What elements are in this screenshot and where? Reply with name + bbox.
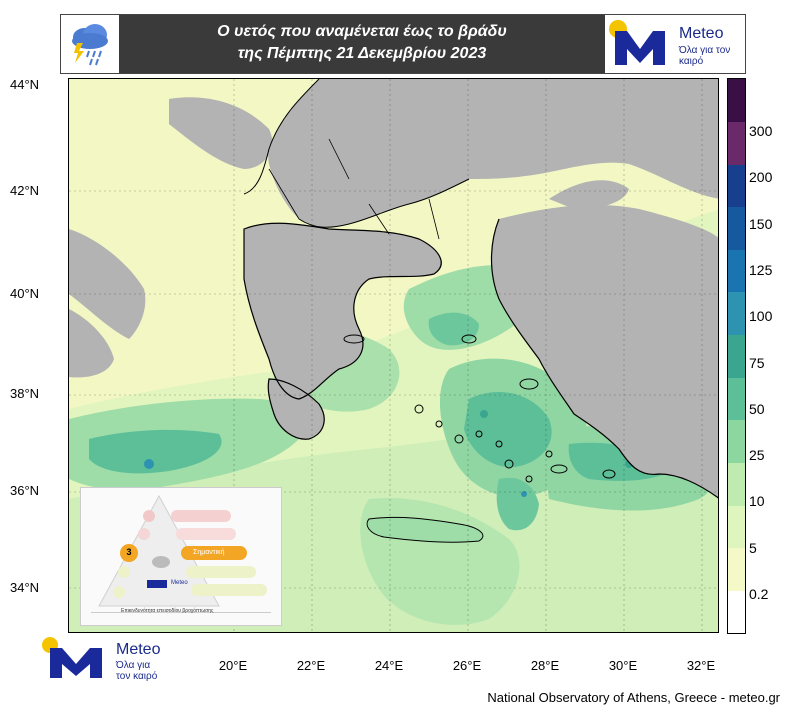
meteo-logo-top: Meteo Όλα για τον καιρό [607, 17, 745, 71]
colorbar-label-125: 125 [749, 262, 773, 278]
colorbar-segment [728, 249, 745, 293]
rain-cloud-lightning-icon [63, 17, 117, 71]
colorbar-label-50: 50 [749, 401, 765, 417]
risk-pyramid-inset: 3 Σημαντική Meteo Επικινδυνότητα επεισοδ… [80, 487, 282, 626]
title-line-2: της Πέμπτης 21 Δεκεμβρίου 2023 [237, 45, 487, 62]
title-bar: Ο υετός που αναμένεται έως το βράδυ της … [60, 14, 746, 74]
inset-logo-name: Meteo [171, 580, 188, 586]
lon-label-28: 28°E [530, 658, 560, 673]
colorbar-label-300: 300 [749, 123, 773, 139]
colorbar [727, 78, 746, 634]
footer-credit: National Observatory of Athens, Greece -… [487, 690, 780, 705]
colorbar-label-10: 10 [749, 493, 765, 509]
colorbar-segment [728, 590, 745, 634]
colorbar-segment [728, 547, 745, 591]
map-title: Ο υετός που αναμένεται έως το βράδυ της … [119, 15, 605, 73]
logo-tagline: Όλα για τον καιρό [679, 45, 731, 67]
lon-label-26: 26°E [452, 658, 482, 673]
colorbar-segment [728, 505, 745, 549]
risk-level-text: Σημαντική [193, 549, 225, 556]
lat-label-40: 40°N [10, 286, 40, 301]
logo-name: Meteo [679, 25, 724, 42]
bottom-logo-tagline-2: τον καιρό [116, 671, 158, 682]
colorbar-segment [728, 334, 745, 378]
bottom-logo-tagline-1: Όλα για [116, 660, 151, 671]
colorbar-label-200: 200 [749, 169, 773, 185]
lat-label-36: 36°N [10, 483, 40, 498]
inset-caption: Επικινδυνότητα επεισοδίου βροχόπτωσης [121, 608, 214, 614]
title-line-1: Ο υετός που αναμένεται έως το βράδυ [217, 23, 507, 40]
colorbar-label-75: 75 [749, 355, 765, 371]
colorbar-segment [728, 164, 745, 208]
lat-label-42: 42°N [10, 183, 40, 198]
lat-label-34: 34°N [10, 580, 40, 595]
colorbar-label-25: 25 [749, 447, 765, 463]
lon-label-32: 32°E [686, 658, 716, 673]
colorbar-segment [728, 79, 745, 122]
colorbar-label-0-2: 0.2 [749, 586, 769, 602]
risk-level-number: 3 [126, 547, 132, 557]
colorbar-segment [728, 419, 745, 463]
colorbar-label-150: 150 [749, 216, 773, 232]
colorbar-segment [728, 206, 745, 250]
colorbar-label-100: 100 [749, 308, 773, 324]
colorbar-segment [728, 292, 745, 336]
lat-label-44: 44°N [10, 77, 40, 92]
colorbar-label-5: 5 [749, 540, 757, 556]
lon-label-22: 22°E [296, 658, 326, 673]
meteo-logo-bottom: Meteo Όλα για τον καιρό [40, 636, 170, 682]
lon-label-20: 20°E [218, 658, 248, 673]
lon-label-24: 24°E [374, 658, 404, 673]
colorbar-segment [728, 462, 745, 506]
lon-label-30: 30°E [608, 658, 638, 673]
lat-label-38: 38°N [10, 386, 40, 401]
bottom-logo-name: Meteo [116, 641, 161, 658]
colorbar-segment [728, 377, 745, 421]
colorbar-segment [728, 121, 745, 165]
